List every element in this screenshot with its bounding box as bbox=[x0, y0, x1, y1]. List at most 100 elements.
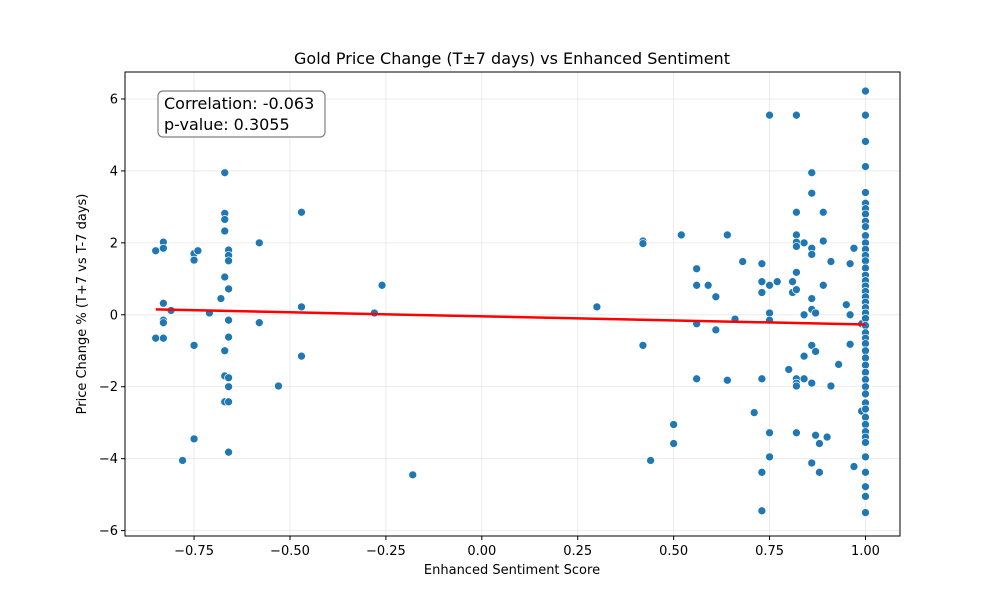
data-point bbox=[646, 456, 655, 465]
data-point bbox=[799, 374, 809, 384]
data-point bbox=[711, 325, 721, 335]
data-point bbox=[224, 397, 233, 407]
data-point bbox=[178, 456, 187, 465]
data-point bbox=[254, 318, 264, 328]
data-point bbox=[861, 256, 870, 266]
data-point bbox=[377, 280, 387, 290]
data-point bbox=[159, 333, 168, 343]
data-point bbox=[788, 277, 797, 287]
data-point bbox=[757, 288, 767, 297]
data-point bbox=[220, 346, 230, 356]
data-point bbox=[792, 242, 801, 251]
data-point bbox=[826, 257, 836, 266]
data-point bbox=[638, 239, 648, 248]
data-point bbox=[738, 257, 748, 266]
data-point bbox=[861, 452, 870, 462]
data-point bbox=[151, 246, 161, 256]
data-point bbox=[159, 243, 168, 253]
data-point bbox=[811, 347, 820, 356]
data-point bbox=[861, 339, 870, 348]
data-point bbox=[224, 256, 233, 266]
data-point bbox=[861, 404, 870, 414]
data-point bbox=[807, 294, 817, 303]
data-point bbox=[669, 420, 678, 429]
data-point bbox=[861, 360, 870, 370]
data-point bbox=[703, 280, 713, 290]
data-point bbox=[159, 298, 168, 308]
data-point bbox=[807, 188, 817, 198]
data-point bbox=[676, 230, 686, 240]
data-point bbox=[811, 308, 820, 318]
data-point bbox=[297, 207, 306, 217]
data-point bbox=[792, 230, 801, 240]
data-point bbox=[834, 360, 843, 369]
data-point bbox=[807, 378, 817, 388]
data-point bbox=[861, 263, 870, 273]
y-tick-label: −6 bbox=[99, 524, 118, 539]
data-point bbox=[669, 439, 678, 448]
data-point bbox=[861, 231, 870, 241]
data-point bbox=[765, 452, 774, 462]
x-tick-label: 0.25 bbox=[563, 544, 592, 559]
data-point bbox=[220, 226, 230, 236]
data-point bbox=[811, 430, 820, 440]
y-axis-label: Price Change % (T+7 vs T-7 days) bbox=[75, 194, 90, 415]
chart-title: Gold Price Change (T±7 days) vs Enhanced… bbox=[294, 49, 730, 68]
data-point bbox=[861, 346, 870, 356]
y-tick-label: 4 bbox=[110, 164, 118, 179]
data-point bbox=[849, 243, 859, 253]
data-point bbox=[757, 374, 767, 384]
data-point bbox=[861, 353, 870, 363]
data-point bbox=[765, 110, 774, 120]
stats-annotation-box bbox=[157, 90, 326, 138]
data-point bbox=[845, 310, 855, 320]
data-point bbox=[757, 467, 767, 477]
data-point bbox=[151, 333, 161, 343]
stats-annotation: Correlation: -0.063 p-value: 0.3055 bbox=[157, 90, 326, 138]
data-point bbox=[408, 470, 418, 480]
y-tick-label: 0 bbox=[110, 308, 118, 323]
data-point bbox=[822, 432, 832, 442]
data-point bbox=[757, 277, 767, 287]
data-point bbox=[818, 207, 828, 217]
data-point bbox=[799, 238, 809, 248]
x-tick-label: −0.25 bbox=[366, 544, 406, 559]
data-point bbox=[784, 365, 794, 374]
data-point bbox=[723, 375, 732, 385]
data-point bbox=[845, 259, 855, 269]
data-point bbox=[757, 259, 767, 269]
data-point bbox=[765, 280, 774, 290]
trend-line bbox=[155, 308, 866, 326]
data-point bbox=[220, 272, 230, 282]
x-tick-label: 0.50 bbox=[659, 544, 688, 559]
data-point bbox=[861, 492, 870, 501]
data-point bbox=[638, 341, 648, 350]
data-point bbox=[189, 255, 199, 265]
data-point bbox=[224, 315, 233, 325]
data-point bbox=[861, 209, 870, 219]
data-point bbox=[749, 408, 759, 417]
data-point bbox=[254, 238, 264, 248]
y-tick-label: 6 bbox=[110, 92, 118, 107]
data-point bbox=[792, 267, 801, 277]
data-point bbox=[815, 467, 824, 477]
y-tick-label: −4 bbox=[99, 452, 118, 467]
data-point bbox=[723, 230, 732, 240]
data-point bbox=[224, 373, 233, 383]
data-point bbox=[861, 508, 870, 517]
data-point bbox=[765, 428, 774, 438]
y-tick-label: 2 bbox=[110, 236, 118, 251]
data-point bbox=[861, 467, 870, 477]
data-point bbox=[845, 339, 855, 349]
data-point bbox=[861, 412, 870, 422]
plot-frame bbox=[124, 71, 901, 537]
data-point bbox=[757, 506, 767, 516]
data-point bbox=[189, 341, 199, 350]
data-point bbox=[849, 462, 859, 471]
data-point bbox=[815, 439, 824, 448]
data-point bbox=[297, 351, 306, 361]
data-point bbox=[861, 482, 870, 492]
data-point bbox=[807, 458, 817, 468]
